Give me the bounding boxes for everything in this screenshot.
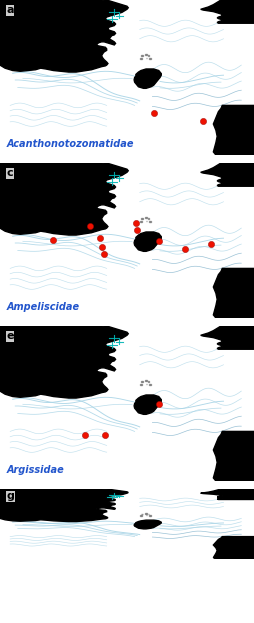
Polygon shape bbox=[140, 384, 142, 386]
Polygon shape bbox=[148, 55, 149, 56]
Text: e: e bbox=[6, 331, 14, 341]
Polygon shape bbox=[141, 381, 143, 383]
Polygon shape bbox=[0, 489, 128, 521]
Polygon shape bbox=[0, 326, 128, 398]
Polygon shape bbox=[213, 105, 254, 155]
Polygon shape bbox=[134, 395, 161, 414]
Polygon shape bbox=[134, 520, 161, 529]
Text: Argissidae: Argissidae bbox=[6, 465, 64, 475]
Text: Ampeliscidae: Ampeliscidae bbox=[6, 302, 80, 312]
Polygon shape bbox=[134, 69, 161, 88]
Polygon shape bbox=[140, 221, 142, 222]
Text: Acanthonotozomatidae: Acanthonotozomatidae bbox=[6, 139, 134, 149]
Polygon shape bbox=[213, 431, 254, 481]
Polygon shape bbox=[141, 55, 143, 56]
Polygon shape bbox=[213, 536, 254, 559]
Polygon shape bbox=[145, 54, 147, 55]
Polygon shape bbox=[201, 0, 254, 23]
Polygon shape bbox=[201, 489, 254, 500]
Polygon shape bbox=[141, 218, 143, 219]
Text: g: g bbox=[6, 492, 14, 502]
Polygon shape bbox=[145, 380, 147, 381]
Polygon shape bbox=[148, 381, 149, 383]
Polygon shape bbox=[201, 163, 254, 186]
Text: a: a bbox=[6, 6, 14, 16]
Polygon shape bbox=[201, 326, 254, 350]
Polygon shape bbox=[149, 384, 151, 386]
Polygon shape bbox=[213, 269, 254, 318]
Polygon shape bbox=[0, 163, 128, 235]
Polygon shape bbox=[148, 218, 149, 219]
Text: c: c bbox=[6, 168, 13, 178]
Polygon shape bbox=[149, 221, 151, 222]
Polygon shape bbox=[134, 232, 161, 251]
Polygon shape bbox=[0, 0, 128, 72]
